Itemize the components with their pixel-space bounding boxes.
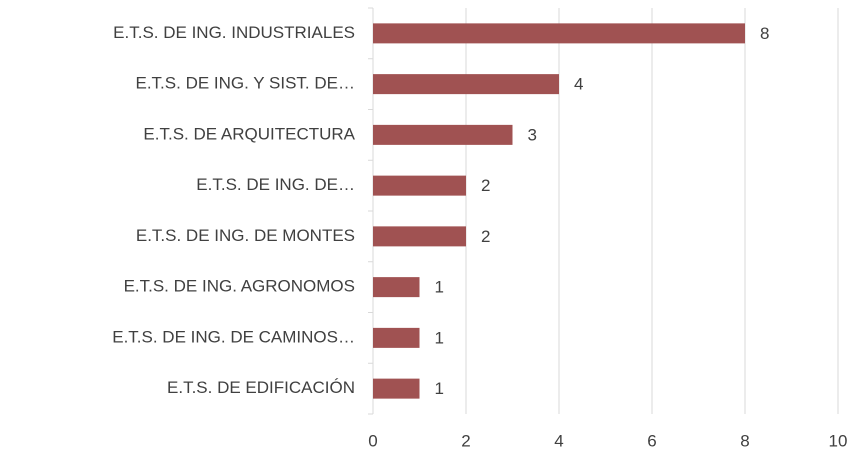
bar <box>373 378 420 399</box>
y-tick-label: E.T.S. DE ARQUITECTURA <box>143 124 355 143</box>
bar <box>373 327 420 348</box>
data-label: 4 <box>574 75 583 94</box>
x-tick-label: 8 <box>740 431 749 450</box>
y-tick-label: E.T.S. DE ING. DE CAMINOS… <box>112 327 355 346</box>
bar <box>373 74 559 95</box>
data-label: 2 <box>481 176 490 195</box>
data-label: 1 <box>435 328 444 347</box>
bar <box>373 23 745 44</box>
x-tick-label: 4 <box>554 431 563 450</box>
data-label: 2 <box>481 227 490 246</box>
x-tick-label: 10 <box>829 431 848 450</box>
y-tick-label: E.T.S. DE EDIFICACIÓN <box>167 378 355 397</box>
y-tick-label: E.T.S. DE ING. INDUSTRIALES <box>113 23 355 42</box>
y-tick-label: E.T.S. DE ING. DE… <box>196 175 355 194</box>
bar <box>373 175 466 196</box>
bar <box>373 124 513 145</box>
y-tick-label: E.T.S. DE ING. Y SIST. DE… <box>136 74 356 93</box>
y-tick-label: E.T.S. DE ING. AGRONOMOS <box>124 277 355 296</box>
data-label: 3 <box>528 125 537 144</box>
bar <box>373 277 420 298</box>
x-tick-label: 6 <box>647 431 656 450</box>
x-tick-label: 2 <box>461 431 470 450</box>
y-tick-label: E.T.S. DE ING. DE MONTES <box>136 226 355 245</box>
data-label: 8 <box>760 24 769 43</box>
data-label: 1 <box>435 278 444 297</box>
x-tick-label: 0 <box>368 431 377 450</box>
data-label: 1 <box>435 379 444 398</box>
bar <box>373 226 466 247</box>
